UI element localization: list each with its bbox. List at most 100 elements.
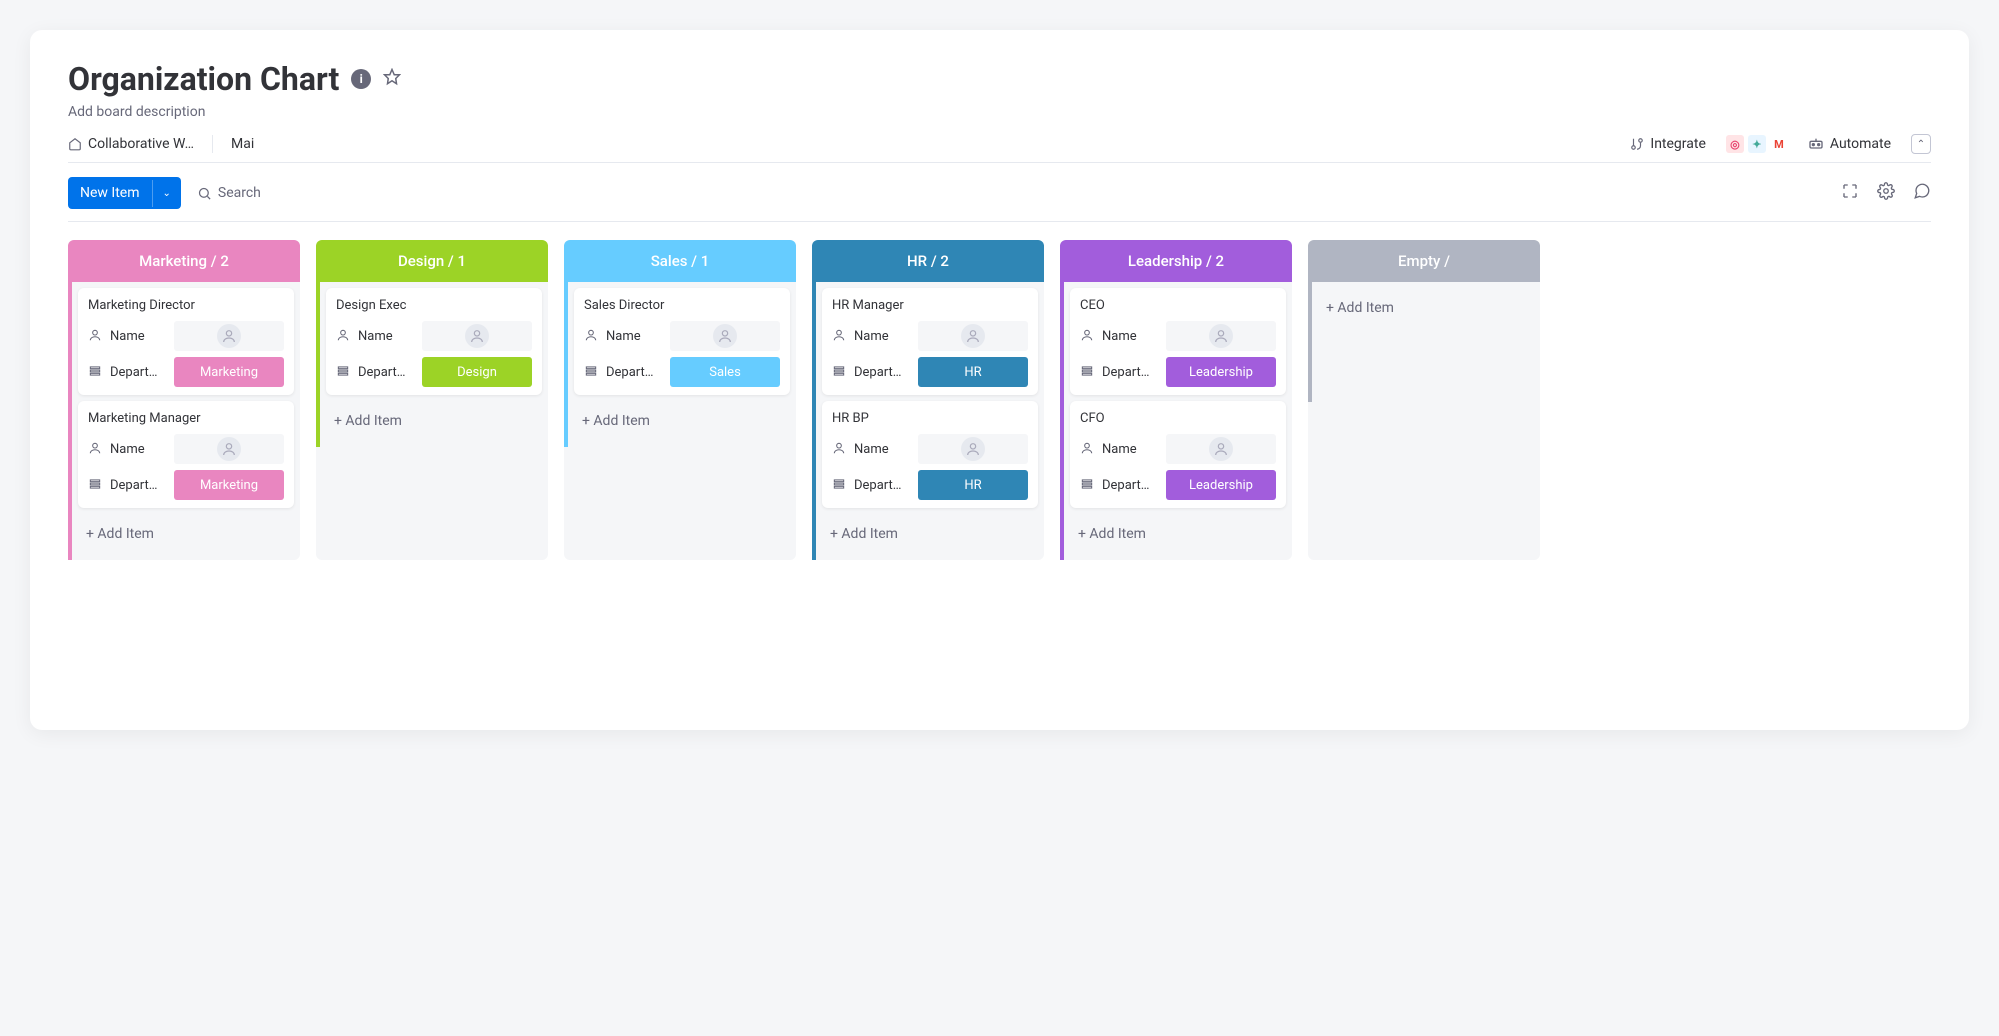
row-label-department: Depart… xyxy=(110,478,166,493)
avatar-icon xyxy=(713,324,737,348)
person-icon xyxy=(1080,327,1094,346)
add-item-button[interactable]: + Add Item xyxy=(326,401,542,441)
name-cell[interactable] xyxy=(670,321,780,351)
column-body: CEONameDepart…LeadershipCFONameDepart…Le… xyxy=(1060,282,1292,560)
name-cell[interactable] xyxy=(174,321,284,351)
column-body: Marketing DirectorNameDepart…MarketingMa… xyxy=(68,282,300,560)
nav-row: Collaborative W… Mai Integrate ◎ ✦ M Aut… xyxy=(68,134,1931,163)
new-item-chevron-icon[interactable]: ⌄ xyxy=(152,180,181,207)
search-input[interactable]: Search xyxy=(197,185,261,201)
kanban-card[interactable]: CFONameDepart…Leadership xyxy=(1070,401,1286,508)
add-item-button[interactable]: + Add Item xyxy=(1318,288,1534,328)
comments-icon[interactable] xyxy=(1913,182,1931,204)
name-cell[interactable] xyxy=(1166,434,1276,464)
kanban-card[interactable]: HR ManagerNameDepart…HR xyxy=(822,288,1038,395)
department-pill[interactable]: HR xyxy=(918,470,1028,500)
column-header[interactable]: Empty / xyxy=(1308,240,1540,282)
add-item-button[interactable]: + Add Item xyxy=(822,514,1038,554)
kanban-card[interactable]: Sales DirectorNameDepart…Sales xyxy=(574,288,790,395)
column-header[interactable]: Leadership / 2 xyxy=(1060,240,1292,282)
kanban-column: Leadership / 2CEONameDepart…LeadershipCF… xyxy=(1060,240,1292,560)
row-label-department: Depart… xyxy=(606,365,662,380)
column-body: HR ManagerNameDepart…HRHR BPNameDepart…H… xyxy=(812,282,1044,560)
collapse-header-button[interactable]: ⌃ xyxy=(1911,134,1931,154)
row-label-name: Name xyxy=(1102,329,1158,344)
department-pill[interactable]: Marketing xyxy=(174,357,284,387)
avatar-icon xyxy=(961,324,985,348)
person-icon xyxy=(336,327,350,346)
kanban-card[interactable]: Marketing DirectorNameDepart…Marketing xyxy=(78,288,294,395)
avatar-icon xyxy=(961,437,985,461)
name-cell[interactable] xyxy=(174,434,284,464)
card-title: HR BP xyxy=(832,411,1028,426)
new-item-label: New Item xyxy=(68,177,152,209)
stack-icon xyxy=(88,476,102,495)
integrate-label: Integrate xyxy=(1650,136,1706,152)
department-pill[interactable]: Sales xyxy=(670,357,780,387)
kanban-card[interactable]: Marketing Manager Name Depart… Marketing xyxy=(78,401,294,508)
view-tab[interactable]: Mai xyxy=(231,136,254,152)
nav-divider xyxy=(212,135,213,153)
department-pill[interactable]: Leadership xyxy=(1166,470,1276,500)
settings-icon[interactable] xyxy=(1877,182,1895,204)
kanban-card[interactable]: HR BP Name Depart…HR xyxy=(822,401,1038,508)
app-icon-2[interactable]: ✦ xyxy=(1748,135,1766,153)
department-pill[interactable]: Leadership xyxy=(1166,357,1276,387)
card-row-name: Name xyxy=(336,321,532,351)
card-row-name: Name xyxy=(584,321,780,351)
row-label-name: Name xyxy=(358,329,414,344)
app-icon-1[interactable]: ◎ xyxy=(1726,135,1744,153)
row-label-department: Depart… xyxy=(854,365,910,380)
integrate-button[interactable]: Integrate xyxy=(1630,136,1706,152)
kanban-card[interactable]: Design ExecNameDepart…Design xyxy=(326,288,542,395)
search-label: Search xyxy=(218,185,261,201)
kanban-column: Design / 1Design ExecNameDepart…Design+ … xyxy=(316,240,548,560)
fullscreen-icon[interactable] xyxy=(1841,182,1859,204)
add-item-button[interactable]: + Add Item xyxy=(78,514,294,554)
card-row-department: Depart… Marketing xyxy=(88,357,284,387)
workspace-link[interactable]: Collaborative W… xyxy=(68,136,194,152)
nav-right: Integrate ◎ ✦ M Automate ⌃ xyxy=(1630,134,1931,154)
person-icon xyxy=(832,440,846,459)
view-label: Mai xyxy=(231,136,254,152)
new-item-button[interactable]: New Item ⌄ xyxy=(68,177,181,209)
row-label-department: Depart… xyxy=(110,365,166,380)
name-cell[interactable] xyxy=(422,321,532,351)
stack-icon xyxy=(336,363,350,382)
add-item-button[interactable]: + Add Item xyxy=(574,401,790,441)
card-title: Marketing Manager xyxy=(88,411,284,426)
stack-icon xyxy=(1080,476,1094,495)
favorite-star-icon[interactable] xyxy=(383,68,401,90)
department-pill[interactable]: Marketing xyxy=(174,470,284,500)
board-description[interactable]: Add board description xyxy=(68,104,1931,120)
card-row-department: Depart… Sales xyxy=(584,357,780,387)
avatar-icon xyxy=(217,437,241,461)
name-cell[interactable] xyxy=(1166,321,1276,351)
card-row-department: Depart…HR xyxy=(832,470,1028,500)
info-icon[interactable]: i xyxy=(351,69,371,89)
column-header[interactable]: HR / 2 xyxy=(812,240,1044,282)
column-header[interactable]: Marketing / 2 xyxy=(68,240,300,282)
avatar-icon xyxy=(1209,324,1233,348)
row-label-name: Name xyxy=(854,442,910,457)
card-row-name: Name xyxy=(88,434,284,464)
add-item-button[interactable]: + Add Item xyxy=(1070,514,1286,554)
automate-button[interactable]: Automate xyxy=(1808,136,1891,152)
name-cell[interactable] xyxy=(918,321,1028,351)
name-cell[interactable] xyxy=(918,434,1028,464)
kanban-card[interactable]: CEONameDepart…Leadership xyxy=(1070,288,1286,395)
stack-icon xyxy=(832,476,846,495)
toolbar-right xyxy=(1841,182,1931,204)
board-title[interactable]: Organization Chart xyxy=(68,60,339,98)
column-header[interactable]: Sales / 1 xyxy=(564,240,796,282)
column-header[interactable]: Design / 1 xyxy=(316,240,548,282)
department-pill[interactable]: Design xyxy=(422,357,532,387)
row-label-name: Name xyxy=(110,442,166,457)
kanban-column: HR / 2HR ManagerNameDepart…HRHR BPNameDe… xyxy=(812,240,1044,560)
department-pill[interactable]: HR xyxy=(918,357,1028,387)
person-icon xyxy=(584,327,598,346)
card-title: Design Exec xyxy=(336,298,532,313)
toolbar: New Item ⌄ Search xyxy=(68,177,1931,222)
card-title: CFO xyxy=(1080,411,1276,426)
gmail-icon[interactable]: M xyxy=(1770,135,1788,153)
